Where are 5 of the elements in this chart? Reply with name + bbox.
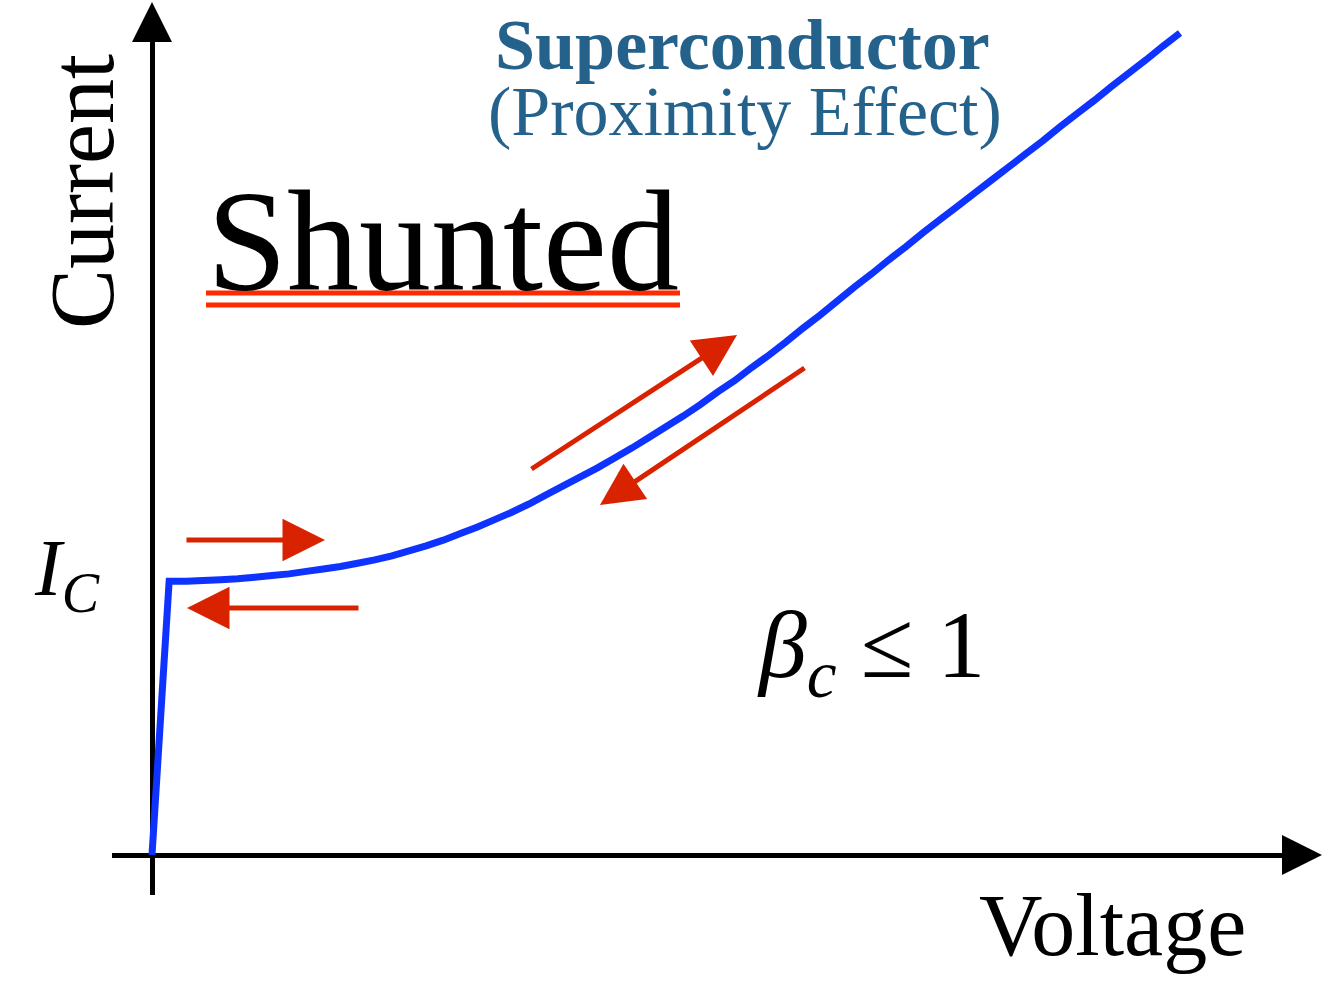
x-axis-title: Voltage [979, 877, 1247, 974]
annotation: β$_{c}$ ≤ 1 [757, 591, 986, 713]
y-axis-title: Current [33, 54, 132, 329]
text: I$_{C}$ [34, 524, 100, 624]
annotation: Shunted [207, 162, 680, 321]
